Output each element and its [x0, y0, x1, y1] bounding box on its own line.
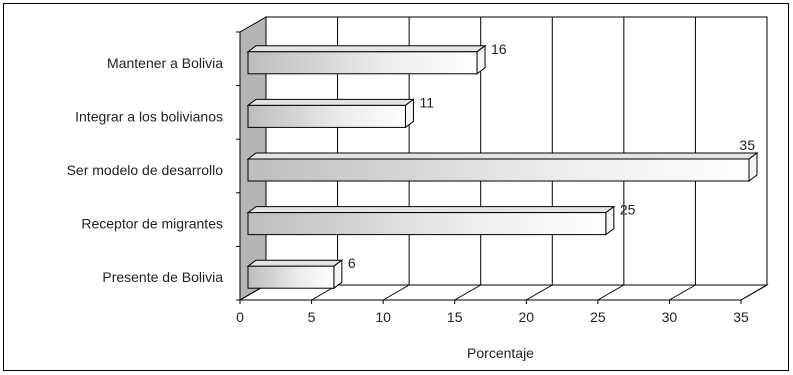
- bar-front: [247, 265, 335, 289]
- bar-front: [247, 104, 406, 128]
- bar-top: [246, 152, 759, 160]
- x-axis-title: Porcentaje: [467, 345, 534, 361]
- x-tick-label: 35: [733, 309, 749, 325]
- floor-gridline: [597, 284, 625, 301]
- category-label: Receptor de migrantes: [81, 216, 223, 232]
- x-tick-label: 20: [518, 309, 534, 325]
- labels: 0 5 10 15 20 25 30 35 Mantener a Bolivia 16 Integr…: [67, 41, 756, 325]
- x-tick-label: 15: [447, 309, 463, 325]
- x-tick-label: 0: [236, 309, 244, 325]
- bar-top: [246, 45, 487, 53]
- bar: [246, 152, 759, 182]
- floor-gridline: [382, 284, 410, 301]
- category-label: Presente de Bolivia: [102, 269, 223, 285]
- bar: [246, 44, 487, 75]
- x-tick-label: 30: [662, 309, 678, 325]
- bar-top: [246, 206, 616, 214]
- data-label: 35: [739, 137, 755, 153]
- bar: [246, 205, 616, 236]
- data-label: 11: [419, 94, 434, 110]
- bars: [246, 44, 759, 290]
- floor-gridline: [740, 284, 768, 301]
- x-tick-label: 5: [308, 309, 316, 325]
- data-label: 25: [620, 202, 636, 218]
- data-label: 16: [491, 41, 507, 57]
- floor-gridline: [669, 284, 696, 301]
- x-tick-label: 10: [375, 309, 391, 325]
- bar-top: [246, 98, 415, 106]
- bar-front: [247, 51, 478, 75]
- category-label: Ser modelo de desarrollo: [67, 162, 224, 178]
- floor-gridline: [454, 284, 481, 301]
- data-label: 6: [348, 255, 356, 271]
- x-tick-label: 25: [590, 309, 606, 325]
- floor-gridline: [526, 284, 553, 301]
- bar-front: [247, 158, 750, 182]
- category-label: Integrar a los bolivianos: [75, 108, 223, 124]
- bar: [246, 98, 415, 129]
- category-label: Mantener a Bolivia: [107, 55, 223, 71]
- bar-top: [246, 259, 344, 267]
- bar-front: [247, 212, 607, 236]
- bar: [246, 259, 344, 290]
- chart-walls: [238, 16, 769, 301]
